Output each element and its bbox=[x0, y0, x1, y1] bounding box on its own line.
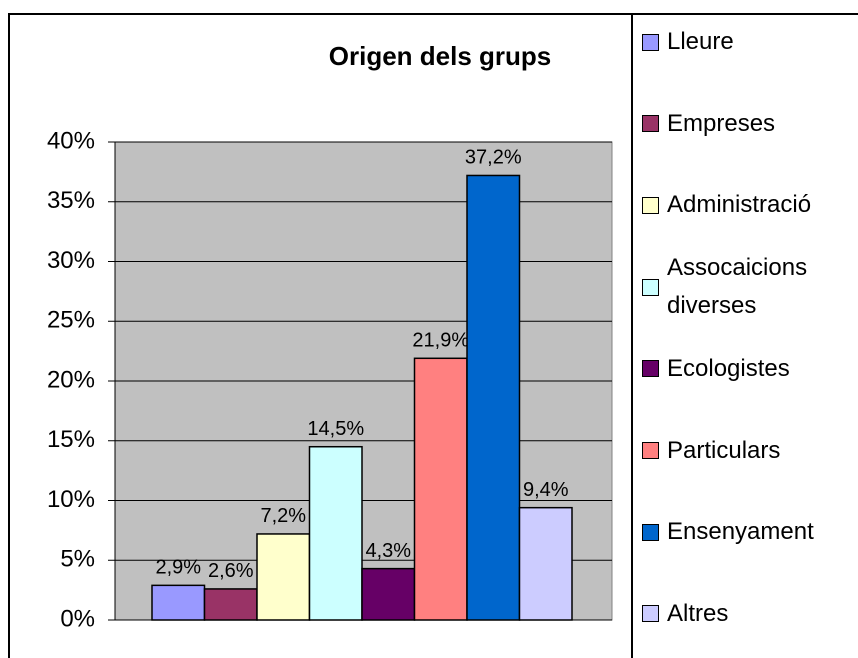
legend-swatch bbox=[642, 115, 659, 133]
y-tick-label: 30% bbox=[47, 247, 95, 274]
bar bbox=[413, 357, 468, 621]
chart-title: Origen dels grups bbox=[329, 41, 552, 71]
legend-swatch bbox=[642, 523, 659, 541]
value-label: 2,6% bbox=[208, 560, 254, 582]
legend-item: Lleure bbox=[642, 23, 852, 61]
legend-item: Assocaicions diverses bbox=[642, 249, 852, 325]
legend-label: Lleure bbox=[667, 28, 734, 55]
legend-item: Administració bbox=[642, 186, 852, 224]
legend-label: Assocaicions diverses bbox=[667, 254, 808, 320]
y-tick-label: 35% bbox=[47, 187, 95, 214]
legend-label: Altres bbox=[667, 599, 729, 627]
value-label: 2,9% bbox=[155, 557, 201, 579]
legend-item: Ensenyament bbox=[642, 513, 852, 551]
legend-swatch bbox=[642, 196, 659, 214]
bar bbox=[466, 174, 521, 621]
legend-item: Altres bbox=[642, 595, 852, 633]
legend-swatch bbox=[642, 442, 659, 459]
y-tick-label: 40% bbox=[47, 127, 95, 154]
bar bbox=[256, 533, 311, 621]
legend-swatch bbox=[642, 360, 659, 378]
bar bbox=[151, 584, 206, 621]
legend-label: Ensenyament bbox=[667, 518, 814, 546]
legend-swatch bbox=[642, 278, 659, 296]
y-tick-label: 25% bbox=[47, 307, 95, 334]
legend-label: Administració bbox=[667, 191, 812, 219]
legend-item: Empreses bbox=[642, 105, 852, 143]
value-label: 9,4% bbox=[523, 479, 569, 501]
legend-label: Empreses bbox=[667, 109, 776, 137]
bar bbox=[518, 506, 573, 621]
value-label: 21,9% bbox=[412, 330, 469, 352]
legend-item: Ecologistes bbox=[642, 350, 852, 388]
y-tick-label: 5% bbox=[60, 546, 95, 573]
legend-swatch bbox=[642, 605, 659, 623]
value-label: 4,3% bbox=[365, 540, 411, 562]
bar bbox=[308, 445, 363, 621]
y-tick-label: 10% bbox=[47, 486, 95, 513]
legend-item: Particulars bbox=[642, 432, 852, 470]
value-label: 37,2% bbox=[465, 147, 522, 169]
legend-label: Ecologistes bbox=[667, 354, 790, 382]
bar bbox=[203, 588, 258, 621]
bar bbox=[361, 567, 416, 621]
y-tick-label: 0% bbox=[60, 605, 95, 632]
value-label: 7,2% bbox=[260, 505, 306, 527]
legend-swatch bbox=[642, 33, 659, 51]
y-tick-label: 15% bbox=[47, 426, 95, 453]
legend-label: Particulars bbox=[667, 436, 781, 464]
y-tick-label: 20% bbox=[47, 366, 95, 393]
value-label: 14,5% bbox=[307, 418, 364, 440]
